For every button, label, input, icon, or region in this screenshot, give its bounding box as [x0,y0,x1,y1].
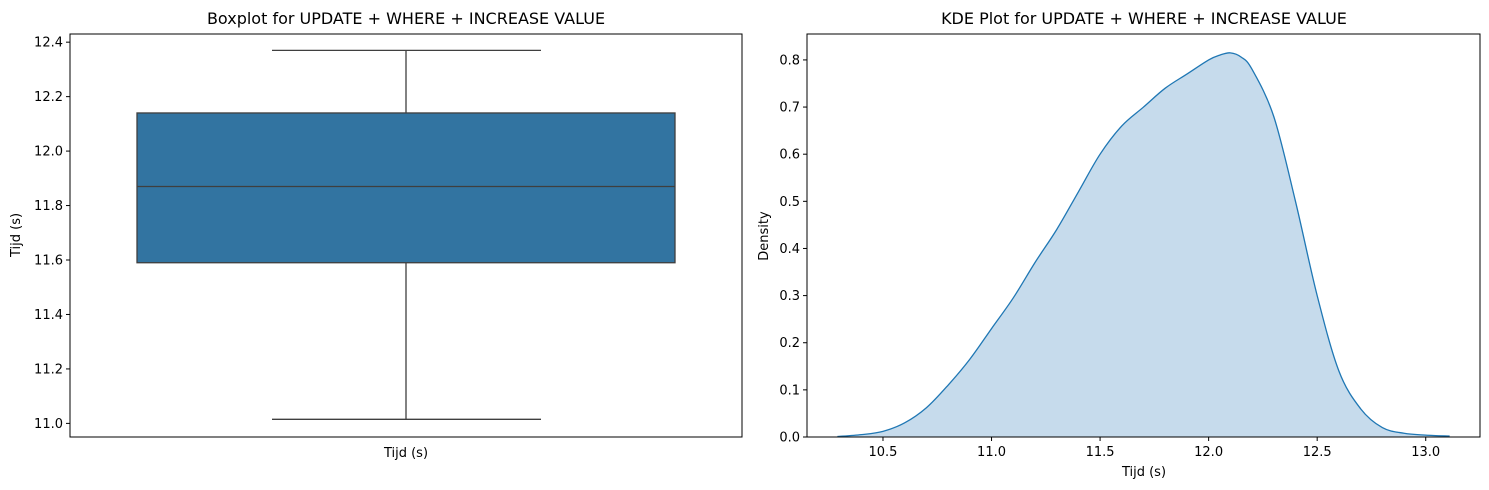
kde-y-tick-label: 0.3 [779,289,800,304]
kde-x-tick-label: 12.0 [1194,445,1223,460]
kde-x-tick-label: 10.5 [869,445,898,460]
boxplot-y-tick-label: 12.0 [34,145,63,160]
kde-title: KDE Plot for UPDATE + WHERE + INCREASE V… [941,9,1347,28]
boxplot-y-axis-label: Tijd (s) [9,213,24,258]
boxplot-x-category-label: Tijd (s) [383,446,428,461]
kde-density-line [837,52,1450,438]
boxplot-y-tick-label: 12.4 [34,36,63,51]
kde-y-tick-label: 0.6 [779,148,800,163]
kde-y-tick-label: 0.1 [779,383,800,398]
boxplot-y-tick-label: 11.4 [34,308,63,323]
boxplot-y-tick-label: 11.8 [34,199,63,214]
kde-area-fill [837,52,1450,437]
kde-x-tick-label: 11.0 [977,445,1006,460]
kde-y-tick-label: 0.2 [779,336,800,351]
kde-x-axis-label: Tijd (s) [1121,465,1166,480]
kde-x-tick-label: 13.0 [1411,445,1440,460]
boxplot-y-tick-label: 11.6 [34,254,63,269]
boxplot-y-tick-label: 11.2 [34,362,63,377]
kde-y-tick-label: 0.8 [779,53,800,68]
kde-y-tick-label: 0.7 [779,101,800,116]
kde-x-tick-label: 12.5 [1303,445,1332,460]
kde-y-tick-label: 0.0 [779,431,800,446]
boxplot-y-tick-label: 12.2 [34,90,63,105]
kde-y-tick-label: 0.5 [779,195,800,210]
boxplot-axes-frame [69,33,743,438]
kde-y-tick-label: 0.4 [779,242,800,257]
kde-panel: KDE Plot for UPDATE + WHERE + INCREASE V… [757,9,1481,480]
boxplot-title: Boxplot for UPDATE + WHERE + INCREASE VA… [207,9,605,28]
kde-axes-frame [806,33,1481,438]
kde-x-tick-label: 11.5 [1086,445,1115,460]
boxplot-box [136,112,676,264]
kde-y-axis-label: Density [757,211,772,261]
boxplot-y-tick-label: 11.0 [34,417,63,432]
boxplot-panel: Boxplot for UPDATE + WHERE + INCREASE VA… [9,9,743,461]
